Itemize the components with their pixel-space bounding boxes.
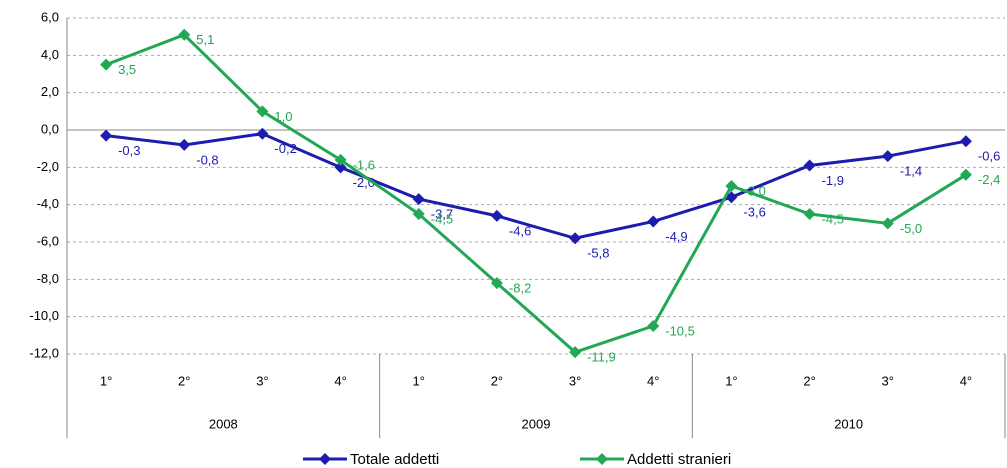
x-tick-label: 2° — [803, 373, 815, 388]
point-marker — [334, 153, 347, 166]
series-line — [105, 33, 967, 354]
point-marker — [569, 346, 582, 359]
point-marker — [490, 209, 503, 222]
y-tick-label: -10,0 — [29, 308, 59, 323]
y-tick-label: 2,0 — [41, 84, 59, 99]
legend-marker — [596, 453, 608, 465]
point-marker — [178, 28, 191, 41]
data-label: -1,4 — [900, 164, 922, 179]
point-marker — [334, 161, 347, 174]
data-label: -0,3 — [118, 143, 140, 158]
point-marker — [100, 129, 113, 142]
point-marker — [178, 138, 191, 151]
y-tick-label: -8,0 — [37, 271, 59, 286]
data-label: -3,0 — [743, 183, 765, 198]
point-marker — [959, 135, 972, 148]
point-marker — [412, 208, 425, 220]
x-tick-label: 2° — [178, 373, 190, 388]
point-marker — [881, 150, 894, 163]
legend-marker — [319, 453, 331, 465]
point-marker — [881, 217, 894, 230]
data-label: -4,5 — [431, 211, 453, 226]
y-tick-label: 0,0 — [41, 121, 59, 136]
x-tick-label: 4° — [334, 373, 346, 388]
data-label: -11,9 — [587, 350, 616, 365]
x-tick-label: 4° — [960, 373, 972, 388]
point-marker — [412, 193, 425, 206]
data-label: -1,9 — [822, 173, 844, 188]
x-tick-label: 1° — [725, 373, 737, 388]
point-marker — [803, 159, 816, 172]
data-label: -4,5 — [822, 211, 844, 226]
y-tick-label: -4,0 — [37, 196, 59, 211]
legend-label: Totale addetti — [350, 451, 439, 468]
data-label: -4,9 — [665, 229, 687, 244]
group-label: 2009 — [522, 416, 551, 431]
point-marker — [256, 127, 269, 140]
data-label: -0,8 — [196, 152, 218, 167]
x-tick-label: 1° — [413, 373, 425, 388]
data-label: -3,7 — [431, 207, 453, 222]
y-tick-label: 4,0 — [41, 47, 59, 62]
data-label: 1,0 — [274, 109, 292, 124]
x-tick-label: 1° — [100, 373, 112, 388]
data-label: -4,6 — [509, 223, 531, 238]
data-label: -0,6 — [978, 149, 1000, 164]
data-label: -8,2 — [509, 281, 531, 296]
data-label: -0,2 — [274, 141, 296, 156]
group-label: 2008 — [209, 416, 238, 431]
data-label: -10,5 — [665, 323, 695, 338]
x-tick-label: 3° — [569, 373, 581, 388]
data-label: -2,4 — [978, 172, 1000, 187]
point-marker — [959, 168, 972, 181]
y-tick-label: -2,0 — [37, 159, 59, 174]
series-line — [105, 132, 967, 240]
data-label: -5,0 — [900, 221, 922, 236]
x-tick-label: 4° — [647, 373, 659, 388]
point-marker — [725, 180, 738, 192]
point-marker — [569, 232, 582, 245]
point-marker — [100, 58, 113, 71]
x-tick-label: 3° — [882, 373, 894, 388]
point-marker — [647, 320, 660, 332]
data-label: 3,5 — [118, 62, 136, 77]
point-marker — [647, 215, 660, 228]
group-label: 2010 — [834, 416, 863, 431]
y-tick-label: -12,0 — [29, 345, 59, 360]
data-label: -5,8 — [587, 246, 609, 261]
y-tick-label: 6,0 — [41, 9, 59, 24]
data-label: -3,6 — [743, 205, 765, 220]
data-label: -1,6 — [353, 157, 375, 172]
point-marker — [490, 277, 503, 290]
legend-label: Addetti stranieri — [627, 451, 731, 468]
point-marker — [256, 105, 269, 118]
y-tick-label: -6,0 — [37, 233, 59, 248]
data-label: 5,1 — [196, 32, 214, 47]
x-tick-label: 3° — [256, 373, 268, 388]
x-tick-label: 2° — [491, 373, 503, 388]
point-marker — [803, 208, 816, 220]
